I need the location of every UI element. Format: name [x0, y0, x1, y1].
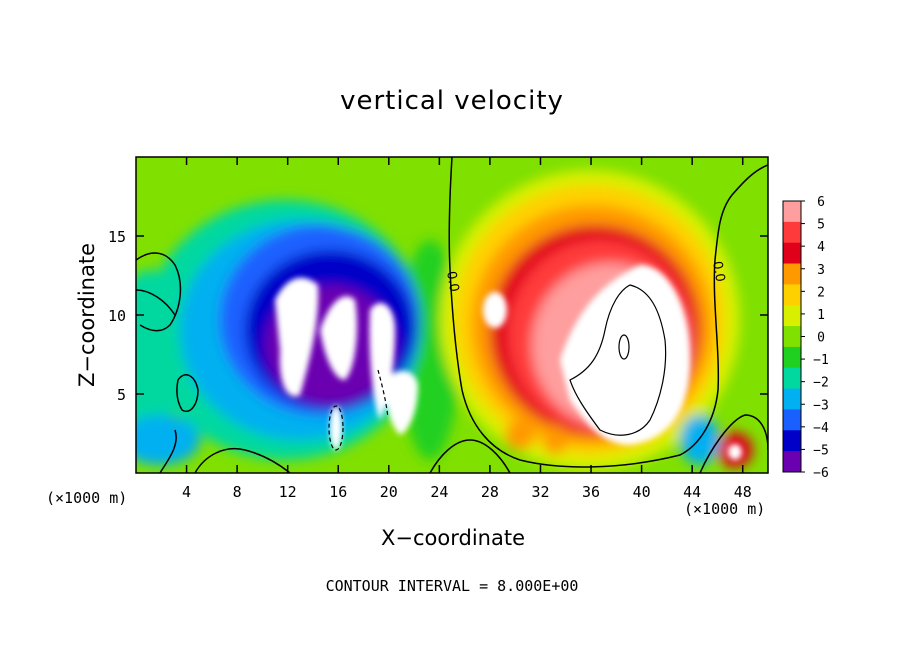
x-tick-label: 8 [233, 483, 242, 501]
x-tick-label: 48 [734, 483, 752, 501]
colorbar-label: −5 [813, 443, 829, 458]
colorbar-swatch [783, 409, 801, 431]
colorbar-label: −3 [813, 398, 829, 413]
colorbar-label: 0 [817, 331, 825, 346]
colorbar-swatch [783, 284, 801, 306]
y-tick-label: 5 [117, 386, 126, 404]
contour-label-right: 0.0 [709, 260, 727, 283]
colorbar-label: 5 [817, 218, 825, 233]
y-axis: 5 10 15 [108, 228, 768, 404]
x-tick-label: 32 [531, 483, 549, 501]
colorbar-label: 3 [817, 263, 825, 278]
heatmap-field [136, 157, 768, 473]
x-tick-label: 40 [633, 483, 651, 501]
x-tick-label: 16 [329, 483, 347, 501]
x-tick-label: 24 [430, 483, 448, 501]
colorbar-swatch [783, 430, 801, 452]
colorbar-label: 4 [817, 240, 825, 255]
x-tick-label: 28 [481, 483, 499, 501]
colorbar-swatch [783, 242, 801, 265]
colorbar-label: 2 [817, 285, 825, 300]
x-axis: 4 8 12 16 20 24 28 32 36 40 44 48 [182, 157, 752, 501]
colorbar-label: −2 [813, 376, 829, 391]
colorbar-label: −4 [813, 421, 829, 436]
colorbar-swatch [783, 346, 801, 369]
colorbar-swatch [783, 388, 801, 410]
contour-label-left: 0.0 [443, 270, 461, 293]
colorbar: 6 5 4 3 2 1 0 −1 −2 −3 −4 −5 −6 [782, 195, 829, 481]
contour-label-group: 0.0 0.0 [443, 260, 727, 293]
x-tick-label: 44 [683, 483, 701, 501]
y-axis-label: Z−coordinate [75, 243, 99, 387]
x-tick-label: 20 [380, 483, 398, 501]
contour-interval-note: CONTOUR INTERVAL = 8.000E+00 [325, 577, 579, 595]
y-tick-label: 10 [108, 307, 126, 325]
x-tick-label: 4 [182, 483, 191, 501]
colorbar-swatch [783, 326, 801, 348]
x-tick-label: 12 [279, 483, 297, 501]
colorbar-swatch [783, 451, 801, 473]
colorbar-swatch [783, 201, 801, 223]
x-tick-label: 36 [582, 483, 600, 501]
colorbar-label: 1 [817, 308, 825, 323]
y-tick-label: 15 [108, 228, 126, 246]
colorbar-label: −6 [813, 466, 829, 481]
colorbar-swatch [783, 221, 801, 244]
colorbar-swatch [783, 367, 801, 390]
colorbar-swatch [783, 305, 801, 327]
x-axis-label: X−coordinate [381, 526, 525, 550]
colorbar-swatch [783, 263, 801, 285]
chart-title: vertical velocity [340, 86, 564, 116]
x-unit-left: (×1000 m) [46, 489, 128, 507]
contour-lines [136, 157, 768, 473]
x-unit-right: (×1000 m) [684, 500, 766, 518]
colorbar-label: 6 [817, 195, 825, 210]
colorbar-label: −1 [813, 353, 829, 368]
